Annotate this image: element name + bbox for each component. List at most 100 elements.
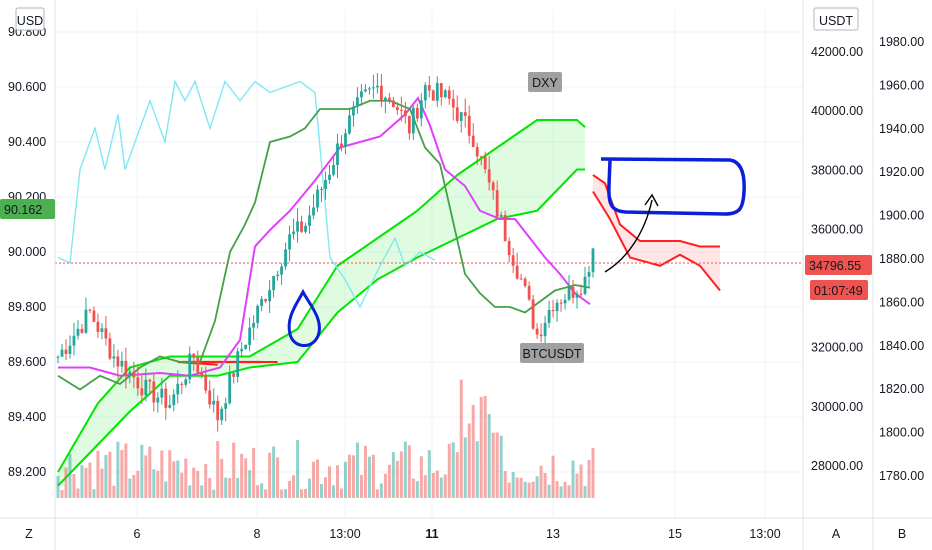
dxy-symbol-label-bg — [528, 72, 562, 92]
indicator-lines — [55, 79, 803, 391]
volume-bar — [252, 447, 256, 498]
candle-body — [555, 302, 559, 312]
candle-body — [499, 214, 503, 217]
volume-bar — [160, 450, 164, 498]
candle-body — [439, 83, 443, 98]
candle-body — [523, 278, 527, 286]
candle-body — [176, 383, 180, 395]
time-tick-label: 11 — [425, 527, 438, 541]
auto-scale-a-button[interactable]: A — [832, 527, 841, 541]
time-tick-label: 8 — [254, 527, 261, 541]
candle-body — [256, 305, 260, 323]
right-tick-label: 1800.00 — [879, 426, 924, 440]
volume-bar — [503, 471, 507, 498]
volume-bar — [80, 465, 84, 498]
volume-bar — [232, 442, 236, 498]
candle-body — [547, 310, 551, 323]
volume-bar — [196, 470, 200, 498]
candle-body — [583, 276, 587, 294]
candle-body — [272, 276, 275, 291]
volume-bar — [220, 458, 224, 498]
candle-body — [527, 285, 531, 300]
volume-bar — [240, 453, 244, 498]
candle-body — [495, 190, 499, 217]
time-tick-label: 13:00 — [749, 527, 780, 541]
currency-right-label-bg — [813, 7, 859, 31]
candle-body — [56, 356, 60, 358]
volume-bar — [140, 444, 144, 498]
candle-body — [483, 156, 487, 170]
candle-body — [260, 299, 264, 306]
volume-bar — [180, 472, 184, 498]
tenkan-line — [57, 99, 591, 391]
candle-body — [451, 98, 455, 108]
candle-body — [387, 97, 391, 101]
candle-body — [312, 207, 315, 216]
mid-tick-label: 42000.00 — [811, 45, 863, 59]
volume-bar — [363, 445, 367, 498]
candle-body — [316, 189, 319, 208]
candle-body — [368, 88, 371, 90]
volume-bar — [443, 474, 447, 498]
mid-tick-label: 40000.00 — [811, 104, 863, 118]
candle-body — [280, 266, 283, 275]
candle-body — [108, 338, 112, 359]
volume-bar — [172, 461, 176, 498]
volume-bar — [479, 396, 483, 498]
candle-body — [160, 388, 164, 398]
volume-bar — [463, 437, 467, 498]
right-tick-label: 1960.00 — [879, 78, 924, 92]
volume-bar — [547, 484, 551, 498]
candle-body — [172, 394, 176, 406]
left-tick-label: 90.400 — [8, 135, 46, 149]
volume-bar — [268, 452, 272, 498]
candle-body — [360, 91, 363, 98]
volume-bar — [100, 468, 104, 498]
candle-body — [76, 328, 80, 336]
candle-body — [140, 388, 144, 396]
volume-bar — [128, 478, 132, 498]
countdown-label-bg — [810, 280, 868, 300]
candle-body — [511, 255, 515, 266]
volume-bar — [327, 466, 331, 498]
candle-body — [104, 328, 108, 339]
candle-body — [196, 357, 200, 373]
volume-bar — [176, 460, 180, 498]
candle-body — [80, 328, 84, 333]
volume-bar — [248, 470, 252, 498]
scale-b-button[interactable]: B — [898, 527, 906, 541]
volume-bars — [56, 379, 595, 498]
volume-bar — [276, 457, 280, 498]
future-span-a — [592, 174, 720, 248]
volume-bar — [583, 486, 587, 498]
candle-body — [587, 272, 591, 277]
volume-bar — [579, 464, 583, 498]
candle-body — [192, 353, 196, 358]
volume-bar — [343, 461, 347, 498]
candle-body — [507, 240, 511, 256]
volume-bar — [439, 477, 443, 498]
volume-bar — [96, 450, 100, 498]
candle-body — [168, 405, 172, 408]
volume-bar — [519, 477, 523, 498]
volume-bar — [228, 477, 232, 498]
candle-body — [575, 293, 579, 298]
volume-bar — [383, 473, 387, 498]
right-tick-label: 1880.00 — [879, 252, 924, 266]
hand-drawn-box — [600, 157, 746, 216]
candle-body — [515, 265, 519, 279]
candle-body — [383, 97, 387, 101]
volume-bar — [455, 452, 459, 498]
volume-bar — [192, 467, 196, 498]
candle-body — [459, 112, 463, 121]
candle-body — [348, 115, 351, 134]
candle-body — [240, 348, 244, 352]
candle-body — [467, 115, 471, 136]
time-tick-label: 6 — [134, 527, 141, 541]
candle-body — [443, 90, 447, 98]
volume-bar — [244, 458, 248, 498]
candle-body — [372, 87, 375, 89]
candle-body — [284, 249, 287, 267]
scale-z-button[interactable]: Z — [25, 527, 33, 541]
